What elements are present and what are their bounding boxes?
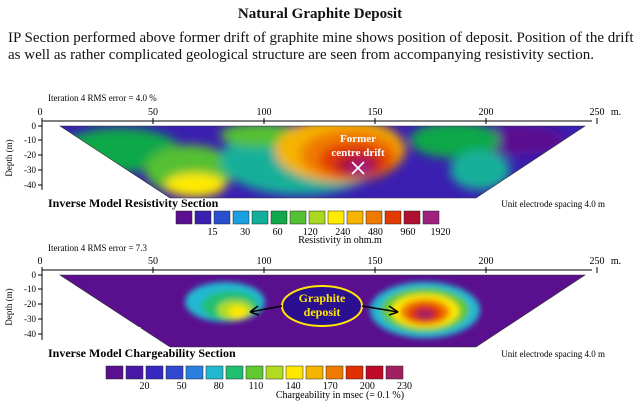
chargeability-colorbar-swatch (305, 365, 324, 380)
chargeability-colorbar-swatch (365, 365, 384, 380)
chargeability-colorbar-tick-label: 80 (214, 381, 224, 392)
resistivity-panel: Iteration 4 RMS error = 4.0 % 0 50 100 1… (4, 93, 621, 246)
chg-y-label: Depth (m) (4, 288, 14, 325)
deposit-arrow-left (249, 305, 283, 313)
chargeability-colorbar-swatch (325, 365, 344, 380)
chargeability-colorbar-swatch (345, 365, 364, 380)
chargeability-colorbar-tick-label: 200 (360, 381, 375, 392)
chg-x-unit: m. (611, 256, 621, 267)
res-x-unit: m. (611, 107, 621, 118)
chargeability-colorbar-tick-label: 50 (177, 381, 187, 392)
resistivity-colorbar-labels: 15 30 60 120 240 480 960 1920 (208, 227, 451, 238)
resistivity-colorbar-swatch (194, 210, 212, 225)
resistivity-colorbar-swatch (270, 210, 288, 225)
resistivity-colorbar-swatch (289, 210, 307, 225)
res-y-tick-10: -10 (24, 135, 36, 145)
chargeability-colorbar-swatch (145, 365, 164, 380)
chargeability-colorbar-swatch (245, 365, 264, 380)
chargeability-colorbar-tick-label: 20 (140, 381, 150, 392)
res-x-tick-50: 50 (148, 107, 158, 118)
chg-x-tick-200: 200 (479, 256, 494, 267)
page-title: Natural Graphite Deposit (237, 6, 403, 22)
chg-x-tick-100: 100 (257, 256, 272, 267)
resistivity-colorbar-swatch (422, 210, 440, 225)
resistivity-colorbar-tick-label: 960 (400, 227, 415, 238)
res-x-tick-200: 200 (479, 107, 494, 118)
resistivity-colorbar-tick-label: 480 (368, 227, 383, 238)
resistivity-iteration-label: Iteration 4 RMS error = 4.0 % (48, 93, 157, 103)
chargeability-panel: Iteration 4 RMS error = 7.3 0 50 100 150… (4, 243, 621, 401)
resistivity-colorbar-swatch (346, 210, 364, 225)
chargeability-colorbar-swatch (265, 365, 284, 380)
resistivity-colorbar-swatch (232, 210, 250, 225)
chargeability-colorbar-label: Chargeability in msec (= 0.1 %) (276, 390, 404, 401)
chargeability-colorbar-labels: 20 50 80 110 140 170 200 230 (140, 381, 413, 392)
res-x-tick-150: 150 (368, 107, 383, 118)
res-x-tick-0: 0 (38, 107, 43, 118)
resistivity-spacing-label: Unit electrode spacing 4.0 m (501, 199, 605, 209)
resistivity-colorbar-label: Resistivity in ohm.m (298, 235, 382, 246)
chargeability-colorbar-swatch (105, 365, 124, 380)
chargeability-colorbar-tick-label: 230 (397, 381, 412, 392)
resistivity-colorbar-swatch (175, 210, 193, 225)
chg-x-tick-50: 50 (148, 256, 158, 267)
resistivity-colorbar-swatch (365, 210, 383, 225)
chargeability-colorbar-swatch (165, 365, 184, 380)
deposit-annotation-line2: deposit (304, 305, 341, 319)
chargeability-colorbar-swatch (385, 365, 404, 380)
chargeability-colorbar-swatch (125, 365, 144, 380)
chargeability-colorbar-tick-label: 110 (249, 381, 264, 392)
resistivity-colorbar-tick-label: 30 (240, 227, 250, 238)
resistivity-colorbar-swatch (403, 210, 421, 225)
chargeability-colorbar-swatch (185, 365, 204, 380)
res-y-tick-0: 0 (32, 121, 37, 131)
res-y-label: Depth (m) (4, 139, 14, 176)
res-x-tick-250: 250 (590, 107, 605, 118)
resistivity-section-title: Inverse Model Resistivity Section (48, 196, 219, 210)
chg-x-tick-150: 150 (368, 256, 383, 267)
chg-y-tick-40: -40 (24, 329, 36, 339)
chargeability-colorbar-swatch (285, 365, 304, 380)
resistivity-colorbar-swatch (384, 210, 402, 225)
chargeability-colorbar (105, 365, 404, 380)
resistivity-colorbar-tick-label: 1920 (431, 227, 451, 238)
resistivity-colorbar-swatch (327, 210, 345, 225)
res-y-tick-20: -20 (24, 150, 36, 160)
resistivity-colorbar-swatch (213, 210, 231, 225)
res-y-tick-30: -30 (24, 165, 36, 175)
chg-y-tick-20: -20 (24, 299, 36, 309)
res-x-tick-100: 100 (257, 107, 272, 118)
deposit-annotation-line1: Graphite (299, 291, 346, 305)
chargeability-iteration-label: Iteration 4 RMS error = 7.3 (48, 243, 148, 253)
chargeability-spacing-label: Unit electrode spacing 4.0 m (501, 349, 605, 359)
resistivity-colorbar-tick-label: 15 (208, 227, 218, 238)
resistivity-colorbar-swatch (308, 210, 326, 225)
deposit-arrow-right (361, 305, 399, 313)
resistivity-heatmap (60, 126, 585, 198)
drift-annotation-line1: Former (340, 133, 376, 145)
chg-x-tick-250: 250 (590, 256, 605, 267)
drift-annotation-line2: centre drift (331, 147, 385, 159)
res-y-tick-40: -40 (24, 180, 36, 190)
chargeability-colorbar-tick-label: 170 (323, 381, 338, 392)
description-text: IP Section performed above former drift … (8, 30, 634, 63)
chargeability-colorbar-swatch (205, 365, 224, 380)
chargeability-section-title: Inverse Model Chargeability Section (48, 346, 236, 360)
resistivity-colorbar-tick-label: 60 (273, 227, 283, 238)
chargeability-colorbar-swatch (225, 365, 244, 380)
ip-window-label: IP 3 = 0.04 - 0.06 s (56, 323, 142, 335)
resistivity-colorbar-tick-label: 240 (335, 227, 350, 238)
chargeability-colorbar-tick-label: 140 (286, 381, 301, 392)
chg-y-tick-10: -10 (24, 284, 36, 294)
chg-y-tick-30: -30 (24, 314, 36, 324)
chg-y-tick-0: 0 (32, 270, 37, 280)
resistivity-colorbar-swatch (251, 210, 269, 225)
resistivity-colorbar-tick-label: 120 (303, 227, 318, 238)
resistivity-colorbar (175, 210, 440, 225)
chg-x-tick-0: 0 (38, 256, 43, 267)
drift-marker-icon (351, 161, 365, 175)
